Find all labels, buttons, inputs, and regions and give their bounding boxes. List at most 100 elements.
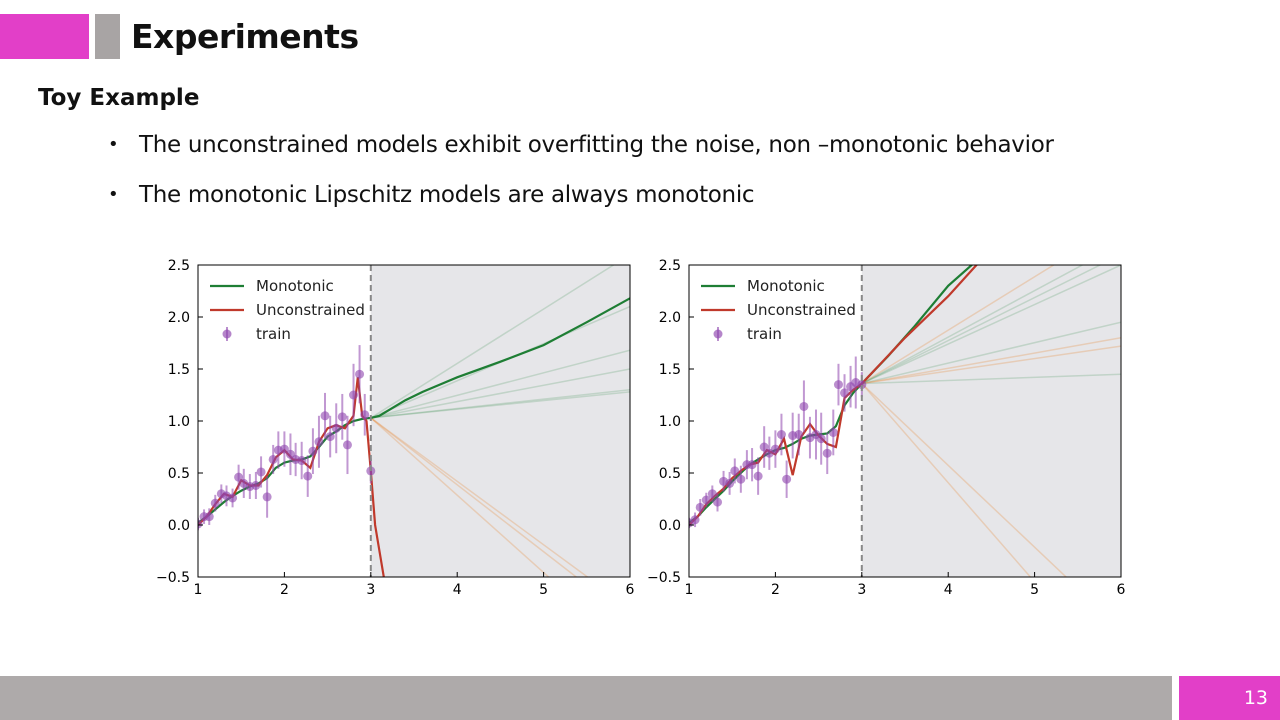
y-tick-label: −0.5: [647, 570, 681, 586]
y-tick-label: 2.5: [659, 258, 681, 274]
legend-train-icon: [713, 329, 723, 339]
train-point: [794, 430, 804, 440]
train-point: [759, 442, 769, 452]
x-tick-label: 4: [453, 582, 462, 598]
bullet-list: • The unconstrained models exhibit overf…: [108, 128, 1054, 228]
y-tick-label: 1.5: [659, 362, 681, 378]
charts-figure: 1 2 3 4 5 6 −0.5 0.0 0.5 1.0 1.5 2.0 2.5 Monotonic Unc…: [156, 258, 1126, 598]
train-point: [234, 472, 244, 482]
ensemble-line-unconstrained: [861, 265, 1056, 385]
bullet-text: The unconstrained models exhibit overfit…: [139, 132, 1054, 158]
train-point: [198, 519, 203, 529]
train-point: [251, 480, 261, 490]
series-line-unconstrained: [689, 265, 978, 526]
train-point: [690, 515, 700, 525]
train-point: [342, 440, 352, 450]
y-tick-label: 2.5: [168, 258, 190, 274]
ensemble-line-monotonic: [861, 373, 1121, 385]
y-tick-label: 1.0: [168, 414, 190, 430]
ensemble-line-monotonic: [370, 389, 630, 419]
x-tick-label: 6: [1117, 582, 1126, 598]
chart-legend: Monotonic Unconstrained train: [210, 277, 365, 343]
train-point: [833, 380, 843, 390]
legend-label: train: [256, 325, 291, 343]
series-line-unconstrained: [198, 377, 385, 577]
x-tick-label: 1: [685, 582, 694, 598]
train-point: [320, 411, 330, 421]
train-point: [822, 448, 832, 458]
title-accent-pink: [0, 14, 89, 59]
title-accent-grey: [95, 14, 120, 59]
ensemble-line-monotonic: [370, 349, 630, 419]
ensemble-line-monotonic: [861, 321, 1121, 385]
y-tick-label: 0.0: [168, 518, 190, 534]
ensemble-line-unconstrained: [370, 417, 578, 577]
ensemble-line-monotonic: [370, 368, 630, 419]
train-point: [816, 434, 826, 444]
train-point: [782, 474, 792, 484]
train-point: [360, 410, 370, 420]
train-point: [713, 497, 723, 507]
legend-label: train: [747, 325, 782, 343]
train-point: [753, 471, 763, 481]
x-tick-label: 3: [857, 582, 866, 598]
extrapolation-shade: [861, 265, 1121, 577]
x-tick-label: 4: [944, 582, 953, 598]
train-point: [228, 493, 238, 503]
legend-label: Unconstrained: [256, 301, 365, 319]
train-point: [256, 467, 266, 477]
train-point: [770, 444, 780, 454]
legend-label: Monotonic: [747, 277, 825, 295]
train-point: [308, 446, 318, 456]
train-point: [730, 466, 740, 476]
x-tick-label: 2: [280, 582, 289, 598]
train-point: [337, 412, 347, 422]
ensemble-line-monotonic: [861, 265, 1084, 385]
page-number: 13: [1179, 676, 1280, 720]
ensemble-line-unconstrained: [861, 337, 1121, 385]
train-point: [701, 495, 711, 505]
slide-title: Experiments: [131, 17, 359, 56]
chart-legend: Monotonic Unconstrained train: [701, 277, 856, 343]
train-point: [840, 388, 850, 398]
legend-label: Monotonic: [256, 277, 334, 295]
legend-train-icon: [222, 329, 232, 339]
y-tick-label: 2.0: [659, 310, 681, 326]
train-point: [707, 489, 717, 499]
x-tick-label: 3: [366, 582, 375, 598]
train-point: [828, 427, 838, 437]
train-point: [799, 401, 809, 411]
y-tick-label: 2.0: [168, 310, 190, 326]
ensemble-line-monotonic: [370, 265, 615, 419]
ensemble-line-monotonic: [370, 391, 630, 419]
train-point: [355, 369, 365, 379]
y-tick-label: 0.0: [659, 518, 681, 534]
ensemble-line-unconstrained: [370, 417, 550, 577]
train-point: [279, 444, 289, 454]
train-point: [349, 390, 359, 400]
bullet-dot-icon: •: [108, 184, 119, 205]
ensemble-line-unconstrained: [861, 383, 1068, 577]
bullet-item: • The monotonic Lipschitz models are alw…: [108, 178, 1054, 228]
chart-panel-2: 1 2 3 4 5 6 −0.5 0.0 0.5 1.0 1.5 2.0 2.5 Monotonic Unc…: [647, 258, 1126, 598]
train-point: [210, 498, 220, 508]
chart-panel-1: 1 2 3 4 5 6 −0.5 0.0 0.5 1.0 1.5 2.0 2.5 Monotonic Unc…: [156, 258, 635, 598]
bullet-dot-icon: •: [108, 134, 119, 155]
y-tick-label: 1.0: [659, 414, 681, 430]
x-tick-label: 5: [539, 582, 548, 598]
x-tick-label: 6: [626, 582, 635, 598]
plot-area: [198, 265, 630, 577]
train-point: [776, 430, 786, 440]
train-point: [736, 474, 746, 484]
ensemble-line-monotonic: [861, 265, 1102, 385]
train-point: [857, 380, 867, 390]
ensemble-line-unconstrained: [861, 345, 1121, 385]
y-tick-label: 0.5: [168, 466, 190, 482]
train-point: [268, 454, 278, 464]
plot-area: [689, 265, 1121, 577]
y-tick-label: 1.5: [168, 362, 190, 378]
x-tick-label: 5: [1030, 582, 1039, 598]
train-point: [331, 423, 341, 433]
train-point: [325, 432, 335, 442]
y-tick-label: 0.5: [659, 466, 681, 482]
